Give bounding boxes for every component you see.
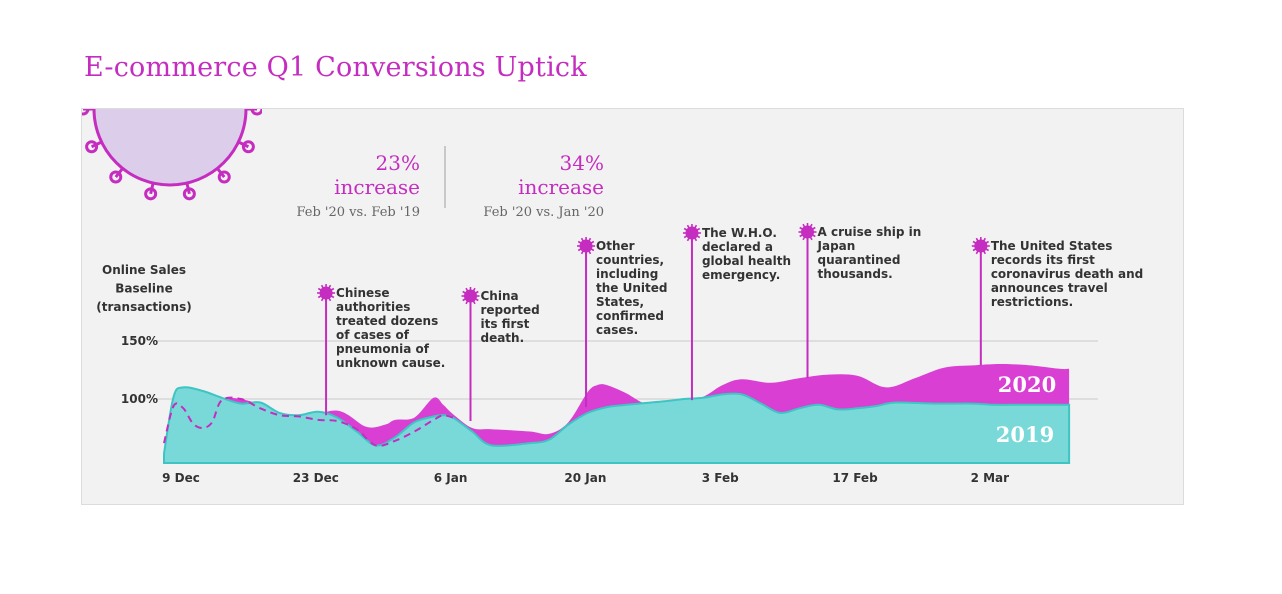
series-2019-area	[163, 386, 1071, 464]
stat-divider	[444, 146, 446, 208]
x-tick-label: 2 Mar	[971, 471, 1010, 485]
stat-feb-vs-jan: 34% increase Feb '20 vs. Jan '20	[468, 151, 604, 220]
virus-body	[94, 109, 246, 185]
virus-spike-tip	[109, 170, 123, 184]
virus-spike-tip	[144, 187, 158, 201]
annotation-text: A cruise ship in Japan quarantined thousand…	[817, 225, 922, 281]
annotation-text: China reported its first death.	[480, 289, 539, 345]
event-annotation: The United States records its first corona…	[971, 237, 1143, 366]
y-tick-label: 150%	[121, 334, 158, 348]
virus-marker-icon	[577, 237, 596, 255]
virus-marker-icon	[317, 284, 336, 302]
virus-icon	[82, 109, 262, 201]
virus-marker-icon	[682, 224, 701, 242]
series-2019-dashed-line	[163, 396, 454, 447]
x-tick-label: 20 Jan	[564, 471, 606, 485]
stat-caption: Feb '20 vs. Jan '20	[483, 205, 604, 220]
virus-spike-tip	[182, 187, 196, 201]
area-chart: Online Sales Baseline (transactions) 150% 10…	[96, 223, 1143, 485]
stat-value: 34% increase	[518, 151, 604, 199]
virus-spike-tip	[217, 170, 231, 184]
annotation-text: Other countries, including the United States…	[596, 239, 667, 337]
y-axis-title: Online Sales Baseline (transactions)	[96, 263, 191, 314]
x-tick-label: 6 Jan	[434, 471, 468, 485]
event-annotation: Chinese authorities treated dozens of cases…	[317, 284, 445, 416]
x-tick-label: 17 Feb	[832, 471, 878, 485]
event-annotation: China reported its first death.	[461, 287, 540, 422]
virus-spike-tip	[250, 109, 262, 116]
page-title: E-commerce Q1 Conversions Uptick	[84, 52, 587, 83]
stat-caption: Feb '20 vs. Feb '19	[296, 205, 420, 220]
annotation-text: The W.H.O. declared a global health emergen…	[702, 226, 791, 282]
virus-marker-icon	[461, 287, 480, 305]
event-annotation: The W.H.O. declared a global health emergen…	[682, 224, 791, 401]
event-annotation: A cruise ship in Japan quarantined thousand…	[798, 223, 922, 379]
x-tick-label: 9 Dec	[162, 471, 200, 485]
event-annotation: Other countries, including the United States…	[577, 237, 668, 408]
chart-panel: 23% increase Feb '20 vs. Feb '19 34% inc…	[81, 108, 1184, 505]
series-label-2019: 2019	[996, 422, 1054, 447]
virus-spike-tip	[241, 140, 255, 154]
stat-feb-vs-feb: 23% increase Feb '20 vs. Feb '19	[284, 151, 420, 220]
x-tick-label: 3 Feb	[702, 471, 739, 485]
annotation-text: The United States records its first corona…	[991, 239, 1143, 309]
virus-marker-icon	[798, 223, 817, 241]
virus-spike-tip	[82, 109, 90, 116]
stat-value: 23% increase	[334, 151, 420, 199]
virus-spike-tip	[85, 140, 99, 154]
x-tick-label: 23 Dec	[293, 471, 339, 485]
virus-outline	[92, 109, 248, 187]
y-tick-label: 100%	[121, 392, 158, 406]
virus-marker-icon	[971, 237, 990, 255]
annotation-text: Chinese authorities treated dozens of cases…	[336, 286, 445, 370]
series-label-2020: 2020	[998, 372, 1056, 397]
